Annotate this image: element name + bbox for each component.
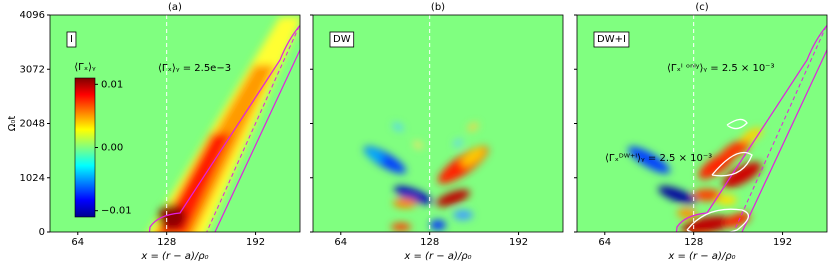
colorbar-tick-label: −0.01 [101, 206, 132, 217]
heatmap [313, 15, 563, 232]
x-tick-label: 192 [246, 237, 265, 248]
contour [686, 118, 753, 232]
panel-label: DW+I [597, 34, 626, 45]
contour [148, 24, 300, 232]
label-box [66, 31, 77, 48]
field [681, 215, 733, 232]
x-tick-label: 128 [157, 237, 176, 248]
panel-label: I [70, 34, 73, 45]
panel-title: (a) [168, 2, 182, 13]
x-tick-label: 128 [420, 237, 439, 248]
y-axis-label: Ω₀t [7, 116, 18, 132]
field [722, 162, 762, 188]
field [430, 220, 446, 230]
annotation: ⟨Γₓᴵ ᵒⁿˡʸ⟩ᵧ = 2.5 × 10⁻³ [667, 63, 774, 74]
x-axis-label: x = (r − a)/ρ₀ [403, 251, 471, 262]
field [391, 223, 411, 231]
field-layer [148, 17, 300, 232]
heatmap [577, 15, 827, 232]
panel-title: (b) [431, 2, 445, 13]
panel-title: (c) [695, 2, 708, 13]
field [461, 147, 485, 167]
x-tick-label: 64 [334, 237, 347, 248]
annotation: ⟨Γₓᴰᵂ⁺ᴵ⟩ᵧ = 2.5 × 10⁻³ [605, 153, 712, 164]
field [366, 148, 384, 162]
annotation: ⟨Γₓ⟩ᵧ = 2.5e−3 [158, 63, 231, 74]
field-layer [627, 127, 763, 232]
field [394, 186, 432, 204]
colorbar-tick-label: 0.00 [101, 143, 123, 154]
field [158, 204, 186, 230]
field [435, 189, 471, 207]
field [453, 139, 463, 147]
background [313, 15, 563, 232]
y-tick-label: 3072 [20, 64, 45, 75]
x-tick-label: 128 [684, 237, 703, 248]
field-layer [363, 123, 489, 231]
y-tick-label: 0 [39, 227, 45, 238]
field [693, 189, 721, 201]
label-box [329, 31, 355, 48]
x-axis-label: x = (r − a)/ρ₀ [140, 251, 208, 262]
field [413, 141, 423, 149]
field [719, 139, 751, 161]
contour [675, 24, 827, 232]
x-tick-label: 64 [71, 237, 84, 248]
field [723, 212, 751, 228]
field [453, 210, 473, 220]
field [467, 123, 479, 131]
x-tick-label: 192 [773, 237, 792, 248]
y-tick-label: 4096 [20, 10, 45, 21]
field [393, 198, 417, 208]
panel-label: DW [333, 34, 351, 45]
label-box [593, 31, 630, 48]
y-tick-label: 1024 [20, 173, 45, 184]
x-axis-label: x = (r − a)/ρ₀ [667, 251, 735, 262]
field [392, 123, 404, 131]
field [658, 186, 696, 204]
field [627, 146, 671, 174]
field [717, 195, 737, 205]
y-tick-label: 2048 [20, 119, 45, 130]
colorbar [74, 77, 96, 218]
field [741, 127, 763, 143]
colorbar-tick-label: 0.01 [101, 79, 123, 90]
colorbar-label: ⟨Γₓ⟩ᵧ [74, 62, 96, 73]
x-tick-label: 64 [598, 237, 611, 248]
x-tick-label: 192 [509, 237, 528, 248]
